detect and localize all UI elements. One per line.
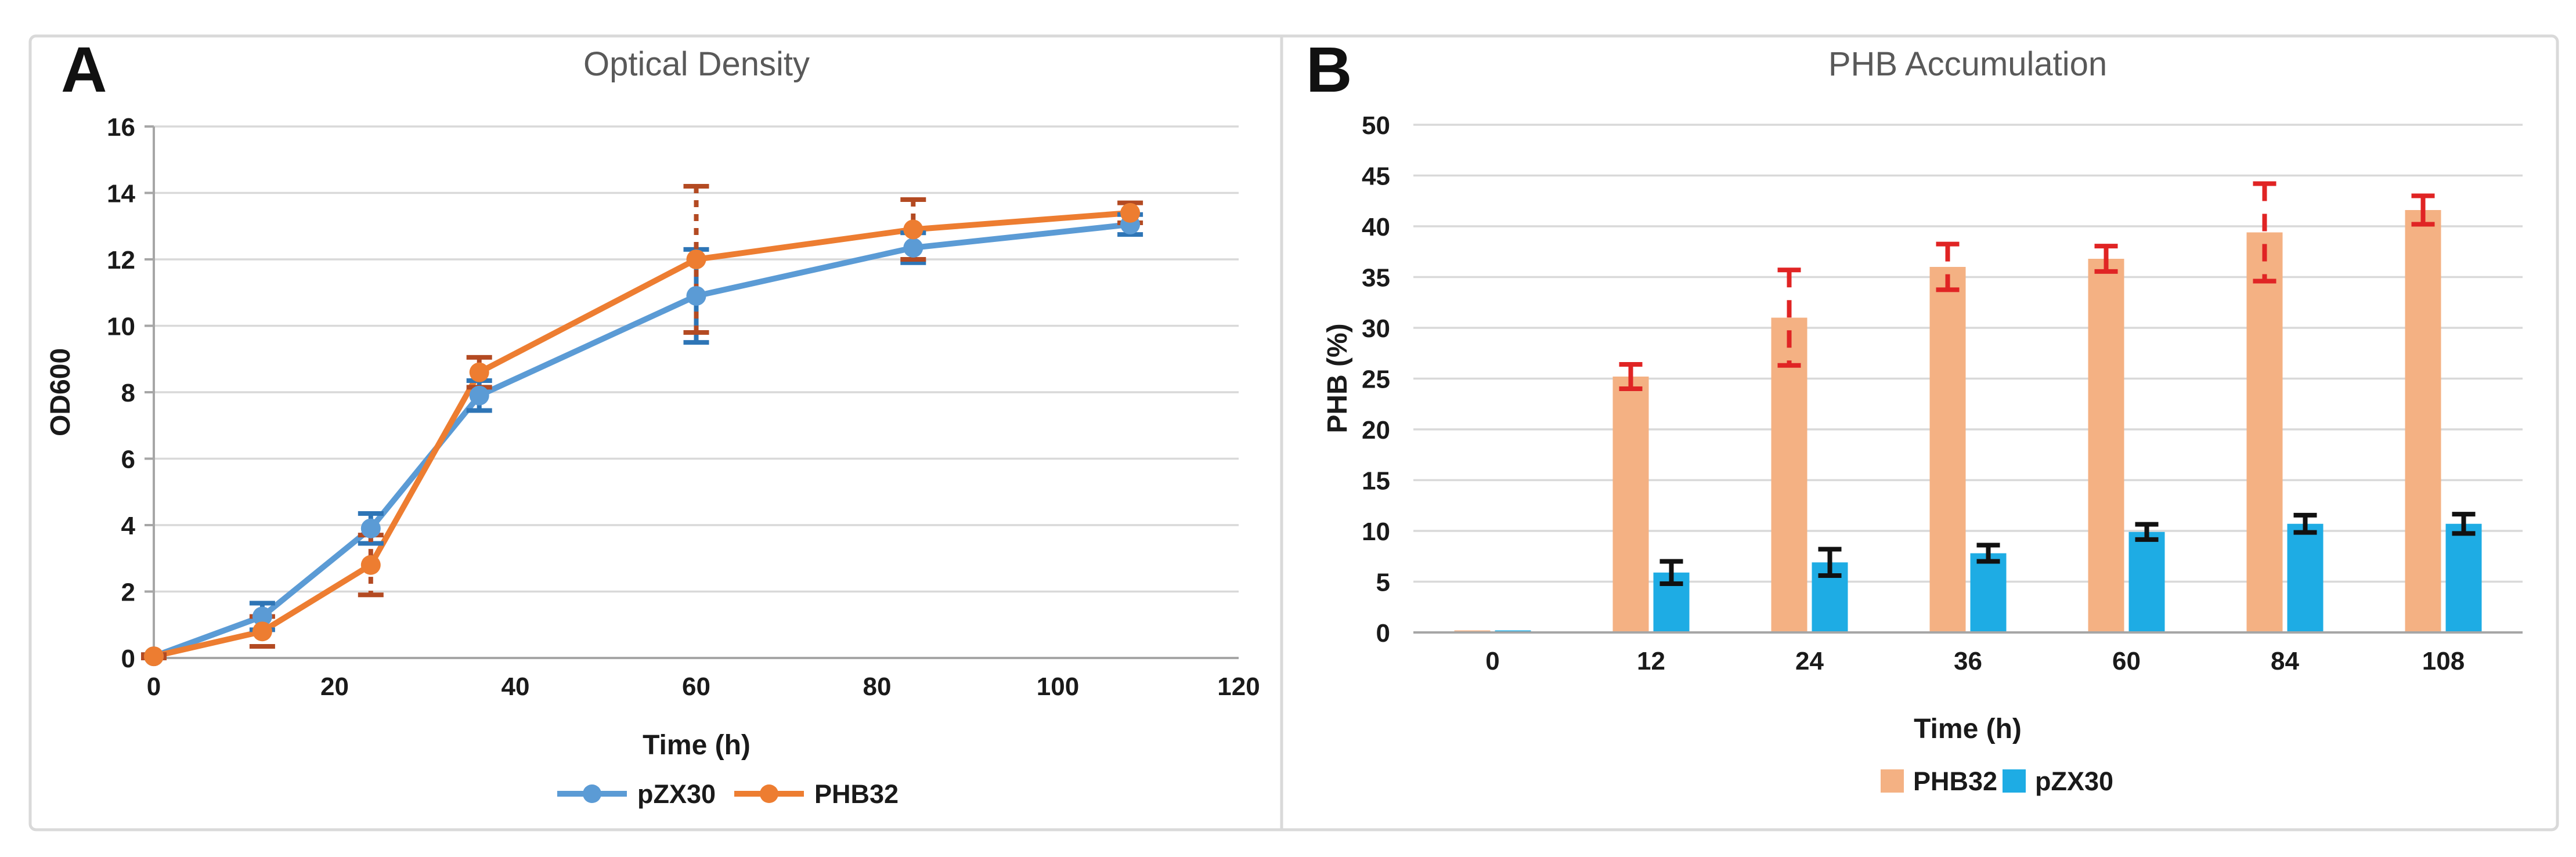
panel-a-legend: pZX30 PHB32: [557, 779, 899, 809]
x-tick-label: 24: [1795, 647, 1824, 675]
panel-b-legend: PHB32 pZX30: [1881, 766, 2113, 796]
data-point-pzx30: [469, 385, 489, 406]
x-tick-label: 0: [1485, 647, 1499, 675]
data-point-pzx30: [252, 606, 272, 627]
x-tick-label: 100: [1037, 672, 1079, 701]
bar-phb32: [1612, 377, 1649, 632]
panel-a-y-axis-title: OD600: [45, 348, 76, 436]
x-tick-label: 84: [2271, 647, 2299, 675]
y-tick-label: 6: [121, 446, 135, 474]
panel-b-x-axis-title: Time (h): [1914, 714, 2022, 744]
bar-phb32: [1929, 267, 1966, 632]
bar-pzx30: [2445, 523, 2482, 632]
legend-point-marker: [760, 784, 778, 803]
x-tick-label: 12: [1637, 647, 1665, 675]
x-tick-label: 80: [863, 672, 892, 701]
data-point-pzx30: [903, 237, 923, 258]
y-tick-label: 45: [1362, 162, 1390, 191]
y-tick-label: 15: [1362, 467, 1390, 496]
bar-phb32: [2405, 210, 2441, 632]
panel-b: B PHB Accumulation Time (h) PHB (%) 0 5 10…: [1306, 34, 2523, 796]
bar-pzx30: [1970, 553, 2007, 632]
panel-a-plot-area: 0 2 4 6 8 10 12 14 16 0 20 40 60 80 100 120: [107, 113, 1260, 701]
y-tick-label: 40: [1362, 213, 1390, 241]
bar-pzx30: [2287, 523, 2324, 632]
data-point-pzx30: [686, 285, 706, 306]
x-tick-label: 40: [502, 672, 530, 701]
x-tick-label: 120: [1217, 672, 1260, 701]
legend-label-phb32: PHB32: [1913, 766, 1997, 796]
x-tick-label: 20: [320, 672, 349, 701]
y-tick-label: 12: [107, 246, 135, 274]
data-point-phb32: [144, 646, 164, 667]
bar-phb32: [2246, 232, 2283, 632]
y-tick-label: 16: [107, 113, 135, 142]
y-tick-label: 20: [1362, 416, 1390, 444]
series-line-phb32: [153, 209, 1131, 660]
data-point-phb32: [1120, 203, 1141, 223]
legend-label-phb32: PHB32: [814, 779, 899, 809]
y-tick-label: 0: [121, 645, 135, 673]
panel-a-letter: A: [61, 34, 107, 106]
legend-point-marker: [583, 784, 601, 803]
panel-b-y-axis-title: PHB (%): [1322, 323, 1353, 433]
data-point-phb32: [469, 362, 489, 382]
legend-swatch: [2003, 769, 2026, 793]
data-point-phb32: [686, 249, 706, 269]
data-point-phb32: [360, 555, 381, 575]
data-point-phb32: [252, 621, 272, 642]
bar-pzx30: [2128, 531, 2165, 632]
panel-b-plot-area: 0 5 10 15 20 25 30 35 40 45 50 0 12 24 36 60 84 108: [1362, 111, 2523, 675]
data-point-phb32: [903, 219, 923, 240]
y-tick-label: 30: [1362, 314, 1390, 343]
legend-label-pzx30: pZX30: [637, 779, 716, 809]
x-tick-label: 60: [682, 672, 710, 701]
panel-a-title: Optical Density: [583, 45, 810, 83]
bar-phb32: [1771, 317, 1807, 632]
panel-b-letter: B: [1306, 34, 1352, 106]
y-tick-label: 50: [1362, 111, 1390, 140]
y-tick-label: 35: [1362, 264, 1390, 292]
legend-swatch: [1881, 769, 1904, 793]
x-tick-label: 0: [147, 672, 161, 701]
y-tick-label: 10: [107, 313, 135, 341]
x-tick-label: 108: [2422, 647, 2465, 675]
x-tick-label: 36: [1954, 647, 1982, 675]
y-tick-label: 2: [121, 578, 135, 607]
panel-a: A Optical Density Time (h) OD600 0 2 4 6 8 10…: [45, 34, 1260, 809]
panel-a-x-axis-title: Time (h): [643, 730, 751, 761]
y-tick-label: 25: [1362, 366, 1390, 394]
data-point-pzx30: [360, 518, 381, 538]
y-tick-label: 8: [121, 379, 135, 407]
y-tick-label: 14: [107, 180, 135, 208]
y-tick-label: 10: [1362, 518, 1390, 546]
figure-border: [28, 34, 2559, 831]
legend-label-pzx30: pZX30: [2035, 766, 2113, 796]
x-tick-label: 60: [2112, 647, 2141, 675]
y-tick-label: 4: [121, 512, 136, 540]
panel-b-title: PHB Accumulation: [1828, 45, 2107, 83]
bar-phb32: [2088, 259, 2124, 632]
y-tick-label: 5: [1376, 569, 1390, 597]
y-tick-label: 0: [1376, 619, 1390, 648]
